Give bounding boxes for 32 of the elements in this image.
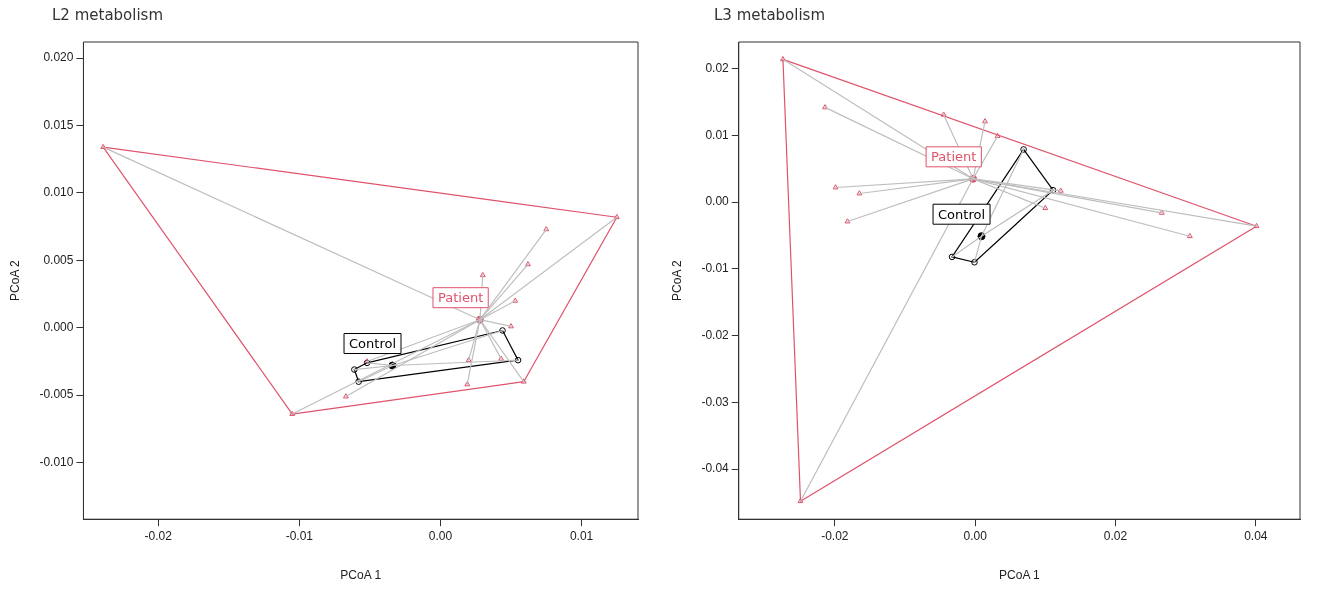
y-tick-label: 0.010 [43,185,74,200]
x-axis-title: PCoA 1 [340,568,382,583]
y-axis-title: PCoA 2 [669,259,684,301]
x-tick-label: -0.01 [285,528,314,543]
y-tick-label: 0.00 [705,194,730,209]
x-tick-label: 0.04 [1244,528,1268,543]
x-tick-label: 0.02 [1103,528,1128,543]
annotation: Control [349,335,397,351]
x-tick-label: -0.02 [821,528,849,543]
y-tick-label: -0.005 [39,387,74,402]
x-tick-label: 0.00 [428,528,453,543]
annotation: Patient [931,149,977,165]
y-tick-label: -0.010 [39,454,74,469]
y-tick-label: -0.02 [701,327,730,342]
annotation: Patient [437,290,484,306]
y-axis-title: PCoA 2 [7,259,22,301]
x-axis-title: PCoA 1 [999,568,1041,583]
x-tick-label: 0.00 [963,528,988,543]
y-tick-label: 0.01 [705,127,730,142]
y-tick-label: 0.02 [705,61,730,76]
x-tick-label: -0.02 [144,528,173,543]
annotation: Control [938,206,986,222]
chart-title: L3 metabolism [714,6,826,24]
y-tick-label: 0.000 [43,320,74,335]
y-tick-label: -0.04 [701,461,730,476]
y-tick-label: 0.015 [43,117,74,132]
x-tick-label: 0.01 [569,528,594,543]
y-tick-label: 0.020 [43,50,74,65]
y-tick-label: -0.03 [701,394,730,409]
y-tick-label: -0.01 [701,261,730,276]
chart-title: L2 metabolism [52,6,164,24]
y-tick-label: 0.005 [43,252,74,267]
